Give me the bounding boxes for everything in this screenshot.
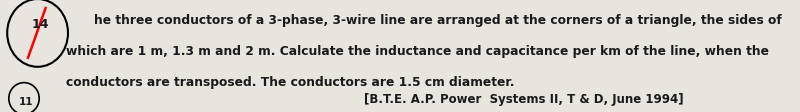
Text: [B.T.E. A.P. Power  Systems II, T & D, June 1994]: [B.T.E. A.P. Power Systems II, T & D, Ju… (364, 92, 684, 105)
Text: 14: 14 (31, 18, 49, 31)
Text: he three conductors of a 3-phase, 3-wire line are arranged at the corners of a t: he three conductors of a 3-phase, 3-wire… (94, 14, 782, 27)
Text: which are 1 m, 1.3 m and 2 m. Calculate the inductance and capacitance per km of: which are 1 m, 1.3 m and 2 m. Calculate … (66, 45, 770, 58)
Text: 11: 11 (18, 96, 33, 106)
Text: conductors are transposed. The conductors are 1.5 cm diameter.: conductors are transposed. The conductor… (66, 75, 515, 88)
